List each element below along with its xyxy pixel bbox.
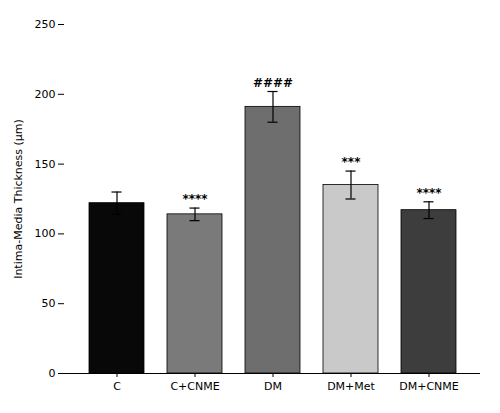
- svg-text:50: 50: [42, 297, 56, 310]
- svg-text:****: ****: [416, 186, 442, 200]
- svg-text:C: C: [113, 380, 121, 393]
- svg-text:200: 200: [35, 88, 56, 101]
- svg-text:DM: DM: [264, 380, 282, 393]
- svg-text:DM+Met: DM+Met: [327, 380, 375, 393]
- svg-text:100: 100: [35, 227, 56, 240]
- svg-text:Intima-Media Thickness (μm): Intima-Media Thickness (μm): [12, 119, 25, 279]
- svg-text:0: 0: [49, 367, 56, 380]
- svg-text:C+CNME: C+CNME: [170, 380, 219, 393]
- svg-text:250: 250: [35, 18, 56, 31]
- svg-text:####: ####: [253, 76, 293, 90]
- svg-text:DM+CNME: DM+CNME: [399, 380, 459, 393]
- svg-text:150: 150: [35, 158, 56, 171]
- svg-text:****: ****: [182, 192, 208, 206]
- svg-text:***: ***: [342, 155, 362, 169]
